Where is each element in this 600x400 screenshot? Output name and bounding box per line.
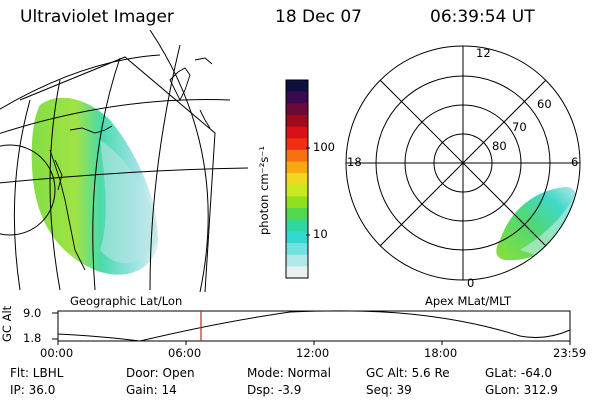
colorbar-band [286, 231, 308, 244]
left-panel-caption: Geographic Lat/Lon [70, 294, 183, 308]
colorbar-band [286, 138, 308, 151]
colorbar-unit-label: photon cm⁻²s⁻¹ [257, 146, 271, 235]
colorbar-band [286, 196, 308, 209]
colorbar-band [286, 266, 308, 279]
mlat-label-70: 70 [512, 120, 527, 134]
colorbar [286, 80, 308, 279]
map-border [19, 56, 216, 293]
right-panel-caption: Apex MLat/MLT [425, 294, 512, 308]
lat-line [0, 54, 161, 110]
timeline-tick-1800: 18:00 [424, 346, 458, 360]
polar-plot [345, 45, 581, 281]
dsp-value: Dsp: -3.9 [247, 383, 302, 397]
glat-value: GLat: -64.0 [485, 366, 552, 380]
glon-value: GLon: 312.9 [485, 383, 558, 397]
mlat-label-60: 60 [537, 97, 552, 111]
mlt-label-6: 6 [571, 155, 579, 169]
aurora-speckle-left [100, 140, 158, 264]
seq-value: Seq: 39 [366, 383, 412, 397]
colorbar-band [286, 114, 308, 128]
timeline-ymin: 1.8 [23, 331, 42, 345]
colorbar-band [286, 103, 308, 116]
ip-value: IP: 36.0 [10, 383, 56, 397]
colorbar-band [286, 173, 308, 186]
timeline-tick-1200: 12:00 [296, 346, 330, 360]
colorbar-tick-100: 100 [313, 140, 335, 154]
time-display: 06:39:54 UT [430, 7, 535, 27]
timeline-tick-0600: 06:00 [168, 346, 202, 360]
timeline-tick-2359: 23:59 [553, 346, 587, 360]
colorbar-band [286, 126, 308, 139]
timeline-ymax: 9.0 [23, 306, 42, 320]
mlt-label-0: 0 [467, 276, 475, 290]
mlt-label-18: 18 [347, 155, 362, 169]
colorbar-band [286, 161, 308, 174]
gain-value: Gain: 14 [126, 383, 177, 397]
timeline-axis-label: GC Alt [0, 305, 14, 342]
app-title: Ultraviolet Imager [20, 7, 174, 27]
mode-value: Mode: Normal [247, 366, 331, 380]
colorbar-band [286, 91, 308, 104]
colorbar-band [286, 184, 308, 198]
colorbar-band [286, 208, 308, 221]
altitude-timeline [52, 310, 571, 345]
mlat-label-80: 80 [492, 139, 507, 153]
geographic-map [0, 30, 249, 292]
colorbar-band [286, 80, 308, 93]
coastline [49, 57, 213, 271]
date-display: 18 Dec 07 [275, 7, 362, 27]
filter-value: Flt: LBHL [10, 366, 64, 380]
aurora-emission-right [496, 186, 577, 261]
gc-alt-value: GC Alt: 5.6 Re [366, 366, 450, 380]
door-value: Door: Open [126, 366, 195, 380]
colorbar-band [286, 243, 308, 256]
colorbar-band [286, 254, 308, 267]
colorbar-band [286, 219, 308, 233]
colorbar-tick-10: 10 [313, 227, 328, 241]
altitude-curve [57, 310, 571, 342]
mlt-label-12: 12 [476, 46, 491, 60]
colorbar-band [286, 149, 308, 163]
timeline-tick-0000: 00:00 [40, 346, 74, 360]
